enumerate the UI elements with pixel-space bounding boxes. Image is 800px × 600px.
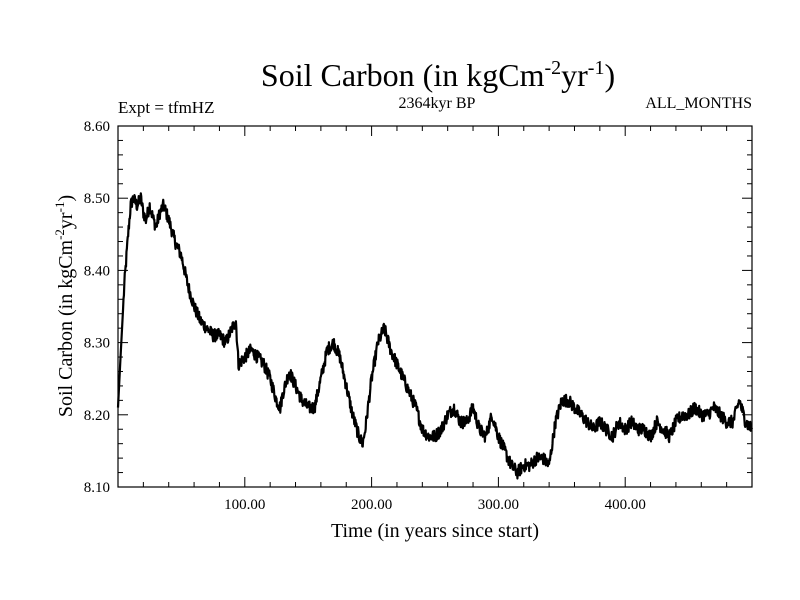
y-axis-title-sup1: -2 [52, 229, 67, 240]
y-axis-title: Soil Carbon (in kgCm-2yr-1) [52, 195, 77, 417]
y-tick-label: 8.10 [84, 480, 110, 496]
y-axis-title-sup2: -1 [52, 202, 67, 213]
y-axis-title-text: Soil Carbon (in kgCm [55, 239, 77, 417]
x-axis-title: Time (in years since start) [331, 520, 539, 542]
chart-subtitle: 2364kyr BP [399, 95, 476, 112]
chart-title-end: ) [604, 57, 615, 93]
experiment-label: Expt = tfmHZ [118, 98, 214, 117]
y-tick-label: 8.30 [84, 336, 110, 352]
chart-title: Soil Carbon (in kgCm-2yr-1) [261, 57, 615, 93]
y-tick-label: 8.50 [84, 191, 110, 207]
axis-ticks [118, 126, 752, 487]
y-axis-title-mid: yr [55, 212, 77, 229]
y-tick-label: 8.60 [84, 119, 110, 135]
x-tick-label: 100.00 [224, 497, 265, 513]
x-tick-label: 300.00 [478, 497, 519, 513]
x-tick-label: 200.00 [351, 497, 392, 513]
y-tick-label: 8.40 [84, 263, 110, 279]
chart-title-mid: yr [561, 57, 588, 93]
y-tick-labels: 8.10 8.20 8.30 8.40 8.50 8.60 [84, 119, 110, 496]
plot-frame [117, 125, 753, 488]
months-label: ALL_MONTHS [645, 95, 752, 112]
y-axis-title-end: ) [55, 195, 77, 202]
y-tick-label: 8.20 [84, 408, 110, 424]
soil-carbon-series-line [116, 192, 754, 480]
chart-title-sup1: -2 [544, 57, 561, 79]
chart-title-sup2: -1 [588, 57, 605, 79]
x-tick-label: 400.00 [605, 497, 646, 513]
x-tick-labels: 100.00 200.00 300.00 400.00 [224, 497, 646, 513]
chart-title-text: Soil Carbon (in kgCm [261, 57, 545, 93]
